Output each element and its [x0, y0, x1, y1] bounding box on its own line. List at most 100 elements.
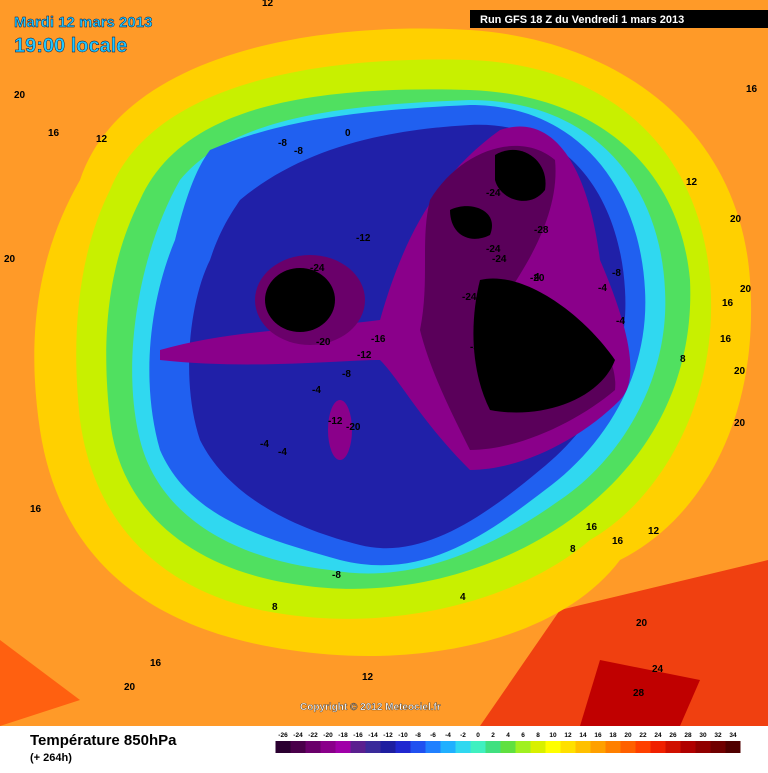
contour-label: 16 — [722, 298, 734, 309]
cold-core — [450, 206, 492, 239]
contour-label: -12 — [356, 233, 371, 244]
colorbar-swatch — [380, 741, 396, 753]
contour-label: 12 — [262, 0, 274, 9]
contour-label: 8 — [570, 544, 576, 555]
colorbar-label: 12 — [564, 732, 572, 739]
contour-label: 28 — [633, 688, 645, 699]
colorbar-label: 8 — [536, 732, 540, 739]
contour-label: -24 — [492, 254, 507, 265]
colorbar-label: -8 — [415, 732, 421, 739]
colorbar-swatch — [650, 741, 666, 753]
colorbar-swatch — [485, 741, 501, 753]
contour-label: -4 — [616, 316, 625, 327]
colorbar-label: -22 — [308, 732, 318, 739]
contour-label: -8 — [278, 138, 287, 149]
contour-label: -4 — [312, 385, 321, 396]
colorbar-label: 0 — [476, 732, 480, 739]
contour-label: -8 — [332, 570, 341, 581]
colorbar-swatch — [515, 741, 531, 753]
colorbar-swatch — [725, 741, 741, 753]
contour-label: 24 — [652, 664, 664, 675]
colorbar-swatch — [590, 741, 606, 753]
cold-core — [495, 149, 546, 201]
colorbar-swatch — [395, 741, 411, 753]
contour-label: 20 — [636, 618, 648, 629]
contour-label: -8 — [342, 369, 351, 380]
date: Mardi 12 mars 2013 — [14, 14, 152, 31]
contour-label: -28 — [293, 293, 308, 304]
contour-label: -28 — [534, 225, 549, 236]
hot-region — [580, 660, 700, 726]
contour-label: -20 — [346, 422, 361, 433]
colorbar-swatch — [455, 741, 471, 753]
contour-label: -28 — [504, 174, 519, 185]
contour-label: 20 — [124, 682, 136, 693]
colorbar-swatch — [410, 741, 426, 753]
contour-label: 20 — [4, 254, 16, 265]
contour-label: -28 — [534, 330, 549, 341]
footer-title: Température 850hPa — [30, 732, 177, 749]
cold-core — [265, 268, 335, 332]
contour-label: 12 — [648, 526, 660, 537]
contour-label: 4 — [460, 592, 466, 603]
contour-label: 20 — [734, 418, 746, 429]
contour-label: -4 — [278, 447, 287, 458]
colorbar-label: 28 — [684, 732, 692, 739]
isotherm-band — [328, 400, 352, 460]
contour-label: 20 — [14, 90, 26, 101]
colorbar-swatch — [470, 741, 486, 753]
colorbar-label: -12 — [383, 732, 393, 739]
colorbar-label: 16 — [594, 732, 602, 739]
colorbar-label: 30 — [699, 732, 707, 739]
run-info: Run GFS 18 Z du Vendredi 1 mars 2013 — [480, 14, 684, 26]
contour-label: -20 — [462, 222, 477, 233]
contour-label: -8 — [612, 268, 621, 279]
colorbar-swatch — [530, 741, 546, 753]
colorbar-swatch — [620, 741, 636, 753]
contour-label: 16 — [586, 522, 598, 533]
colorbar-swatch — [635, 741, 651, 753]
contour-label: 8 — [680, 354, 686, 365]
contour-label: 12 — [362, 672, 374, 683]
contour-label: -12 — [328, 416, 343, 427]
colorbar-label: 6 — [521, 732, 525, 739]
colorbar-swatch — [350, 741, 366, 753]
contour-label: 12 — [96, 134, 108, 145]
contour-label: -12 — [357, 350, 372, 361]
colorbar-swatch — [575, 741, 591, 753]
colorbar-swatch — [560, 741, 576, 753]
colorbar-swatch — [275, 741, 291, 753]
contour-label: 20 — [740, 284, 752, 295]
contour-label: -8 — [294, 146, 303, 157]
contour-label: 16 — [746, 84, 758, 95]
contour-label: -8 — [573, 333, 582, 344]
colorbar-swatch — [605, 741, 621, 753]
colorbar-label: 24 — [654, 732, 662, 739]
contour-label: 4 — [534, 272, 540, 283]
warm-region — [0, 640, 80, 726]
colorbar-label: 18 — [609, 732, 617, 739]
colorbar-label: -4 — [445, 732, 451, 739]
colorbar-label: -2 — [460, 732, 466, 739]
colorbar-swatch — [680, 741, 696, 753]
colorbar-swatch — [440, 741, 456, 753]
contour-label: -32 — [470, 342, 485, 353]
time: 19:00 locale — [14, 35, 127, 57]
contour-label: 0 — [345, 128, 351, 139]
colorbar-swatch — [365, 741, 381, 753]
contour-label: -24 — [486, 244, 501, 255]
colorbar-label: 34 — [729, 732, 737, 739]
colorbar-swatch — [320, 741, 336, 753]
contour-label: 20 — [730, 214, 742, 225]
contour-label: 16 — [612, 536, 624, 547]
footer-lead: (+ 264h) — [30, 752, 72, 764]
contour-label: 8 — [272, 602, 278, 613]
colorbar-label: -20 — [323, 732, 333, 739]
copyright: Copyright © 2012 Meteociel.fr — [300, 702, 441, 713]
contour-label: -24 — [462, 292, 477, 303]
colorbar-label: -16 — [353, 732, 363, 739]
colorbar-label: 22 — [639, 732, 647, 739]
colorbar-label: -26 — [278, 732, 288, 739]
cold-core — [473, 278, 615, 413]
colorbar-label: 4 — [506, 732, 510, 739]
